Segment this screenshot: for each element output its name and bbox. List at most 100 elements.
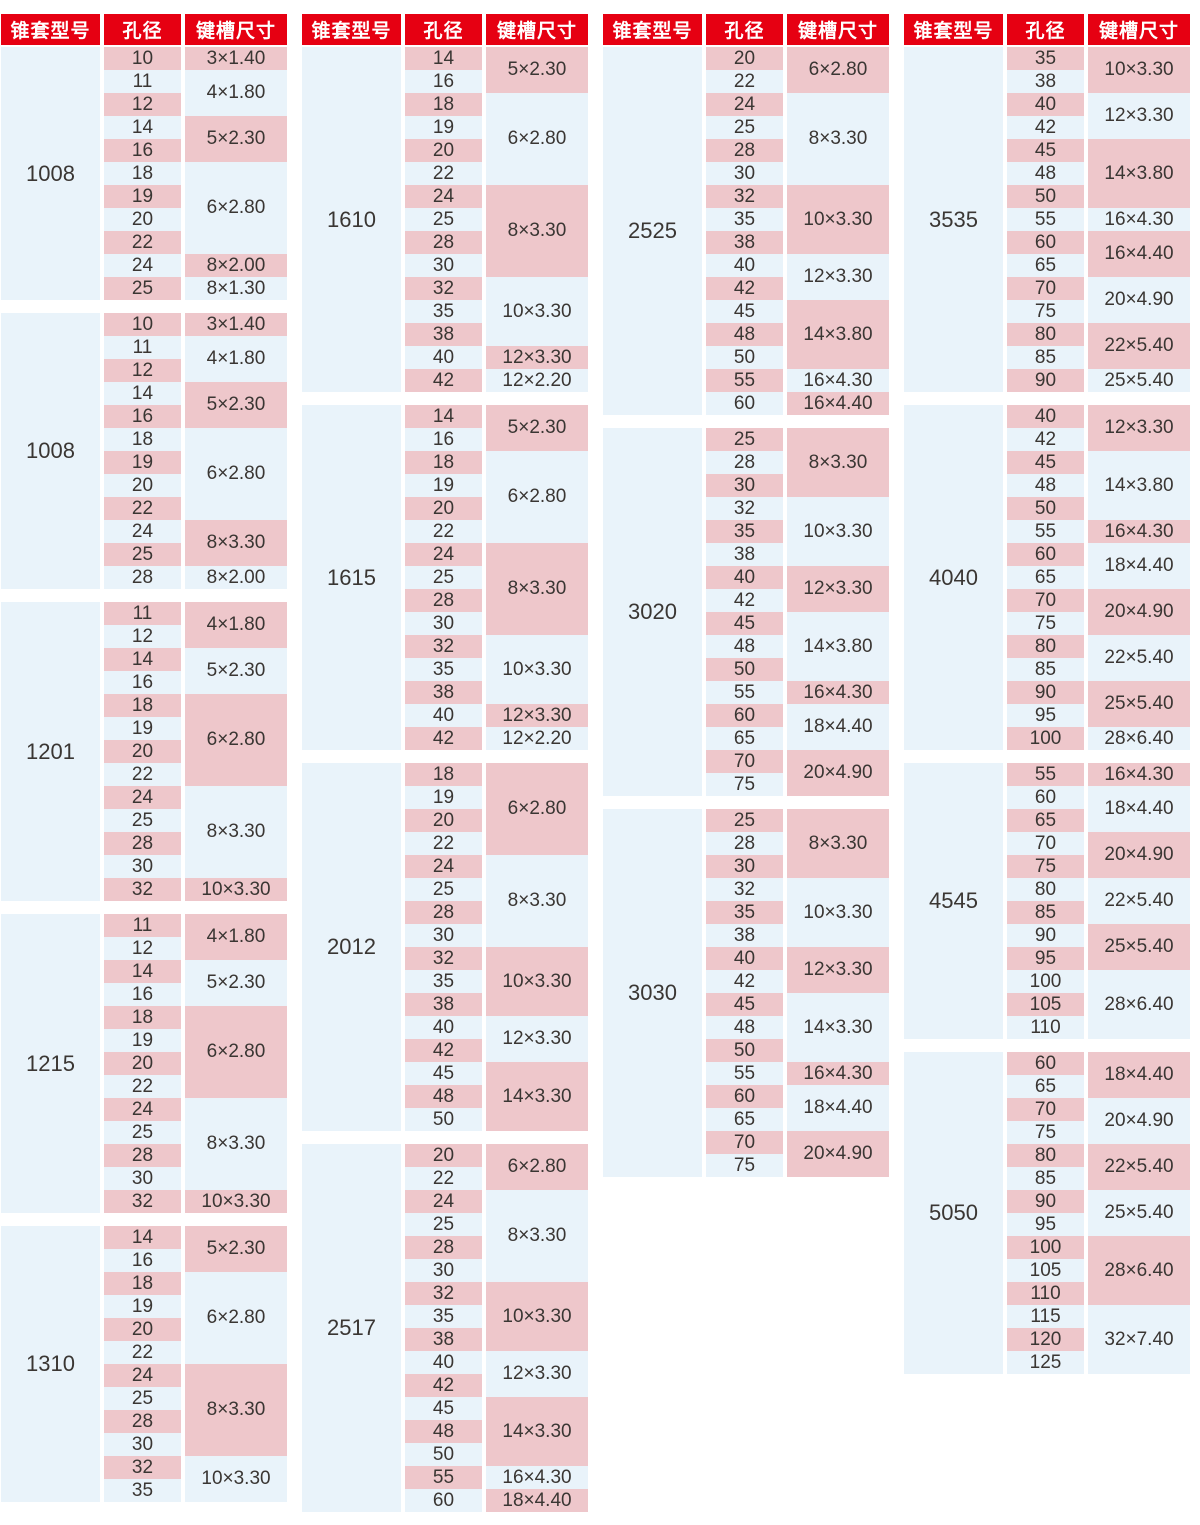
keyway-cell: 20×4.90 [1088, 1098, 1190, 1144]
bore-cell: 24 [706, 93, 783, 116]
bore-cell: 48 [1007, 474, 1084, 497]
keyway-cell: 4×1.80 [185, 914, 287, 960]
keyway-cell: 10×3.30 [1088, 47, 1190, 93]
bore-cell: 55 [706, 1062, 783, 1085]
table-header-row: 锥套型号 孔径 键槽尺寸 [1, 14, 287, 45]
bore-cell: 75 [1007, 300, 1084, 323]
header-bore-label: 孔径 [706, 14, 783, 45]
bore-cell: 30 [706, 855, 783, 878]
bore-cell: 28 [405, 231, 482, 254]
bore-cell: 35 [706, 520, 783, 543]
bore-cell: 20 [104, 740, 181, 763]
bore-cell: 22 [104, 497, 181, 520]
bore-cell: 55 [706, 681, 783, 704]
header-keyway-label: 键槽尺寸 [787, 14, 889, 45]
model-cell: 1215 [1, 914, 100, 1213]
keyway-cell: 5×2.30 [185, 1226, 287, 1272]
bore-cell: 14 [104, 960, 181, 983]
bore-cell: 65 [1007, 1075, 1084, 1098]
header-model-label: 锥套型号 [603, 14, 702, 45]
bore-cell: 40 [1007, 405, 1084, 428]
bore-cell: 10 [104, 47, 181, 70]
keyway-cell: 6×2.80 [486, 1144, 588, 1190]
bore-cell: 12 [104, 93, 181, 116]
keyway-cell: 12×3.30 [486, 346, 588, 369]
bore-cell: 18 [104, 694, 181, 717]
keyway-cell: 18×4.40 [1088, 786, 1190, 832]
bore-cell: 12 [104, 625, 181, 648]
bore-cell: 20 [104, 474, 181, 497]
bore-cell: 110 [1007, 1016, 1084, 1039]
table-header-row: 锥套型号 孔径 键槽尺寸 [603, 14, 889, 45]
spec-table: 2012 6×2.80 18 19 20 22 8×3.30 24 25 28 30 10×3.30 3… [302, 763, 588, 1131]
bore-cell: 38 [706, 924, 783, 947]
keyway-cell: 16×4.30 [787, 681, 889, 704]
keyway-cell: 12×2.20 [486, 727, 588, 750]
keyway-cell: 18×4.40 [486, 1489, 588, 1512]
bore-cell: 25 [104, 809, 181, 832]
spec-table: 1008 3×1.40 10 4×1.80 11 12 5×2.30 14 16 6×2.80 18… [1, 313, 287, 589]
keyway-cell: 6×2.80 [185, 428, 287, 520]
bore-cell: 19 [104, 1029, 181, 1052]
bore-cell: 55 [1007, 763, 1084, 786]
model-cell: 1310 [1, 1226, 100, 1502]
table-header-row: 锥套型号 孔径 键槽尺寸 [904, 14, 1190, 45]
keyway-cell: 8×3.30 [185, 786, 287, 878]
keyway-cell: 6×2.80 [486, 763, 588, 855]
model-cell: 1008 [1, 47, 100, 300]
bore-cell: 32 [405, 277, 482, 300]
keyway-cell: 16×4.40 [787, 392, 889, 415]
keyway-cell: 14×3.30 [486, 1062, 588, 1131]
bore-cell: 24 [104, 786, 181, 809]
spec-column: 锥套型号 孔径 键槽尺寸 1008 3×1.40 10 4×1.80 11 12 5×2.30 14… [1, 14, 287, 1525]
spec-table: 3020 8×3.30 25 28 30 10×3.30 32 35 38 12×3.30 40 42… [603, 428, 889, 796]
bore-cell: 18 [405, 93, 482, 116]
bore-cell: 20 [405, 809, 482, 832]
bore-cell: 18 [405, 451, 482, 474]
bore-cell: 28 [104, 1410, 181, 1433]
bore-cell: 85 [1007, 1167, 1084, 1190]
bore-cell: 85 [1007, 901, 1084, 924]
bore-cell: 14 [405, 47, 482, 70]
bore-cell: 22 [104, 1341, 181, 1364]
bore-cell: 28 [405, 589, 482, 612]
keyway-cell: 8×3.30 [787, 428, 889, 497]
header-model-label: 锥套型号 [302, 14, 401, 45]
bore-cell: 60 [706, 1085, 783, 1108]
bore-cell: 25 [104, 1121, 181, 1144]
header-keyway-label: 键槽尺寸 [1088, 14, 1190, 45]
keyway-cell: 4×1.80 [185, 336, 287, 382]
bore-cell: 24 [405, 543, 482, 566]
spec-table: 4040 12×3.30 40 42 14×3.80 45 48 50 16×4.30 55 18×… [904, 405, 1190, 750]
keyway-cell: 16×4.30 [787, 1062, 889, 1085]
model-cell: 3030 [603, 809, 702, 1177]
keyway-cell: 6×2.80 [486, 93, 588, 185]
spec-table: 1215 4×1.80 11 12 5×2.30 14 16 6×2.80 18 19 20 22 8×… [1, 914, 287, 1213]
keyway-cell: 16×4.40 [1088, 231, 1190, 277]
bore-cell: 22 [104, 1075, 181, 1098]
bore-cell: 19 [405, 786, 482, 809]
header-model-label: 锥套型号 [904, 14, 1003, 45]
keyway-cell: 3×1.40 [185, 313, 287, 336]
keyway-cell: 8×3.30 [185, 1364, 287, 1456]
keyway-cell: 25×5.40 [1088, 924, 1190, 970]
bore-cell: 30 [104, 855, 181, 878]
keyway-cell: 8×3.30 [486, 1190, 588, 1282]
bore-cell: 11 [104, 602, 181, 625]
bore-cell: 55 [706, 369, 783, 392]
bore-cell: 32 [104, 1456, 181, 1479]
keyway-cell: 12×3.30 [787, 566, 889, 612]
header-bore-label: 孔径 [1007, 14, 1084, 45]
bore-cell: 25 [706, 809, 783, 832]
keyway-cell: 10×3.30 [185, 1190, 287, 1213]
table-header-row: 锥套型号 孔径 键槽尺寸 [302, 14, 588, 45]
bore-cell: 40 [706, 566, 783, 589]
keyway-cell: 16×4.30 [1088, 520, 1190, 543]
keyway-cell: 20×4.90 [1088, 589, 1190, 635]
bore-cell: 75 [706, 1154, 783, 1177]
bore-cell: 12 [104, 359, 181, 382]
bore-cell: 42 [1007, 428, 1084, 451]
keyway-cell: 8×3.30 [185, 520, 287, 566]
model-cell: 2012 [302, 763, 401, 1131]
bore-cell: 50 [405, 1443, 482, 1466]
